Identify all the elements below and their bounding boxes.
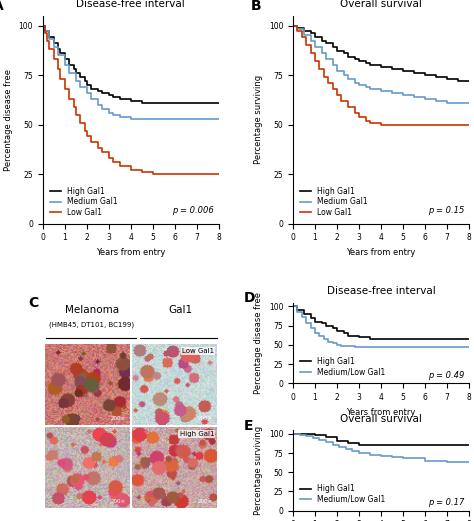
Text: High Gal1: High Gal1	[180, 431, 214, 438]
Y-axis label: Percentage disease free: Percentage disease free	[254, 292, 263, 394]
Text: C: C	[28, 296, 39, 311]
Text: D: D	[244, 291, 255, 305]
Legend: High Gal1, Medium Gal1, Low Gal1: High Gal1, Medium Gal1, Low Gal1	[46, 183, 121, 220]
Text: p = 0.006: p = 0.006	[172, 206, 214, 215]
Text: Melanoma: Melanoma	[65, 305, 119, 315]
Text: 200×: 200×	[110, 499, 126, 504]
Text: p = 0.49: p = 0.49	[428, 371, 464, 380]
X-axis label: Years from entry: Years from entry	[96, 248, 165, 257]
Text: A: A	[0, 0, 4, 13]
Text: p = 0.17: p = 0.17	[428, 499, 464, 507]
Text: (HMB45, DT101, BC199): (HMB45, DT101, BC199)	[49, 321, 135, 328]
Text: Gal1: Gal1	[168, 305, 192, 315]
Text: 200×: 200×	[197, 499, 212, 504]
Text: p = 0.15: p = 0.15	[428, 206, 464, 215]
Text: B: B	[251, 0, 261, 13]
X-axis label: Years from entry: Years from entry	[346, 248, 416, 257]
Text: 200×: 200×	[110, 416, 126, 421]
Legend: High Gal1, Medium Gal1, Low Gal1: High Gal1, Medium Gal1, Low Gal1	[297, 183, 371, 220]
Y-axis label: Percentage surviving: Percentage surviving	[254, 426, 263, 515]
Text: 200×: 200×	[197, 416, 212, 421]
Title: Overall survival: Overall survival	[340, 0, 422, 9]
Text: Low Gal1: Low Gal1	[182, 348, 214, 354]
Legend: High Gal1, Medium/Low Gal1: High Gal1, Medium/Low Gal1	[297, 481, 389, 507]
Title: Overall survival: Overall survival	[340, 414, 422, 424]
X-axis label: Years from entry: Years from entry	[346, 407, 416, 416]
Title: Disease-free interval: Disease-free interval	[327, 286, 436, 296]
Text: E: E	[244, 419, 253, 432]
Y-axis label: Percentage surviving: Percentage surviving	[254, 75, 263, 164]
Y-axis label: Percentage disease free: Percentage disease free	[4, 69, 13, 170]
Title: Disease-free interval: Disease-free interval	[76, 0, 185, 9]
Legend: High Gal1, Medium/Low Gal1: High Gal1, Medium/Low Gal1	[297, 354, 389, 379]
